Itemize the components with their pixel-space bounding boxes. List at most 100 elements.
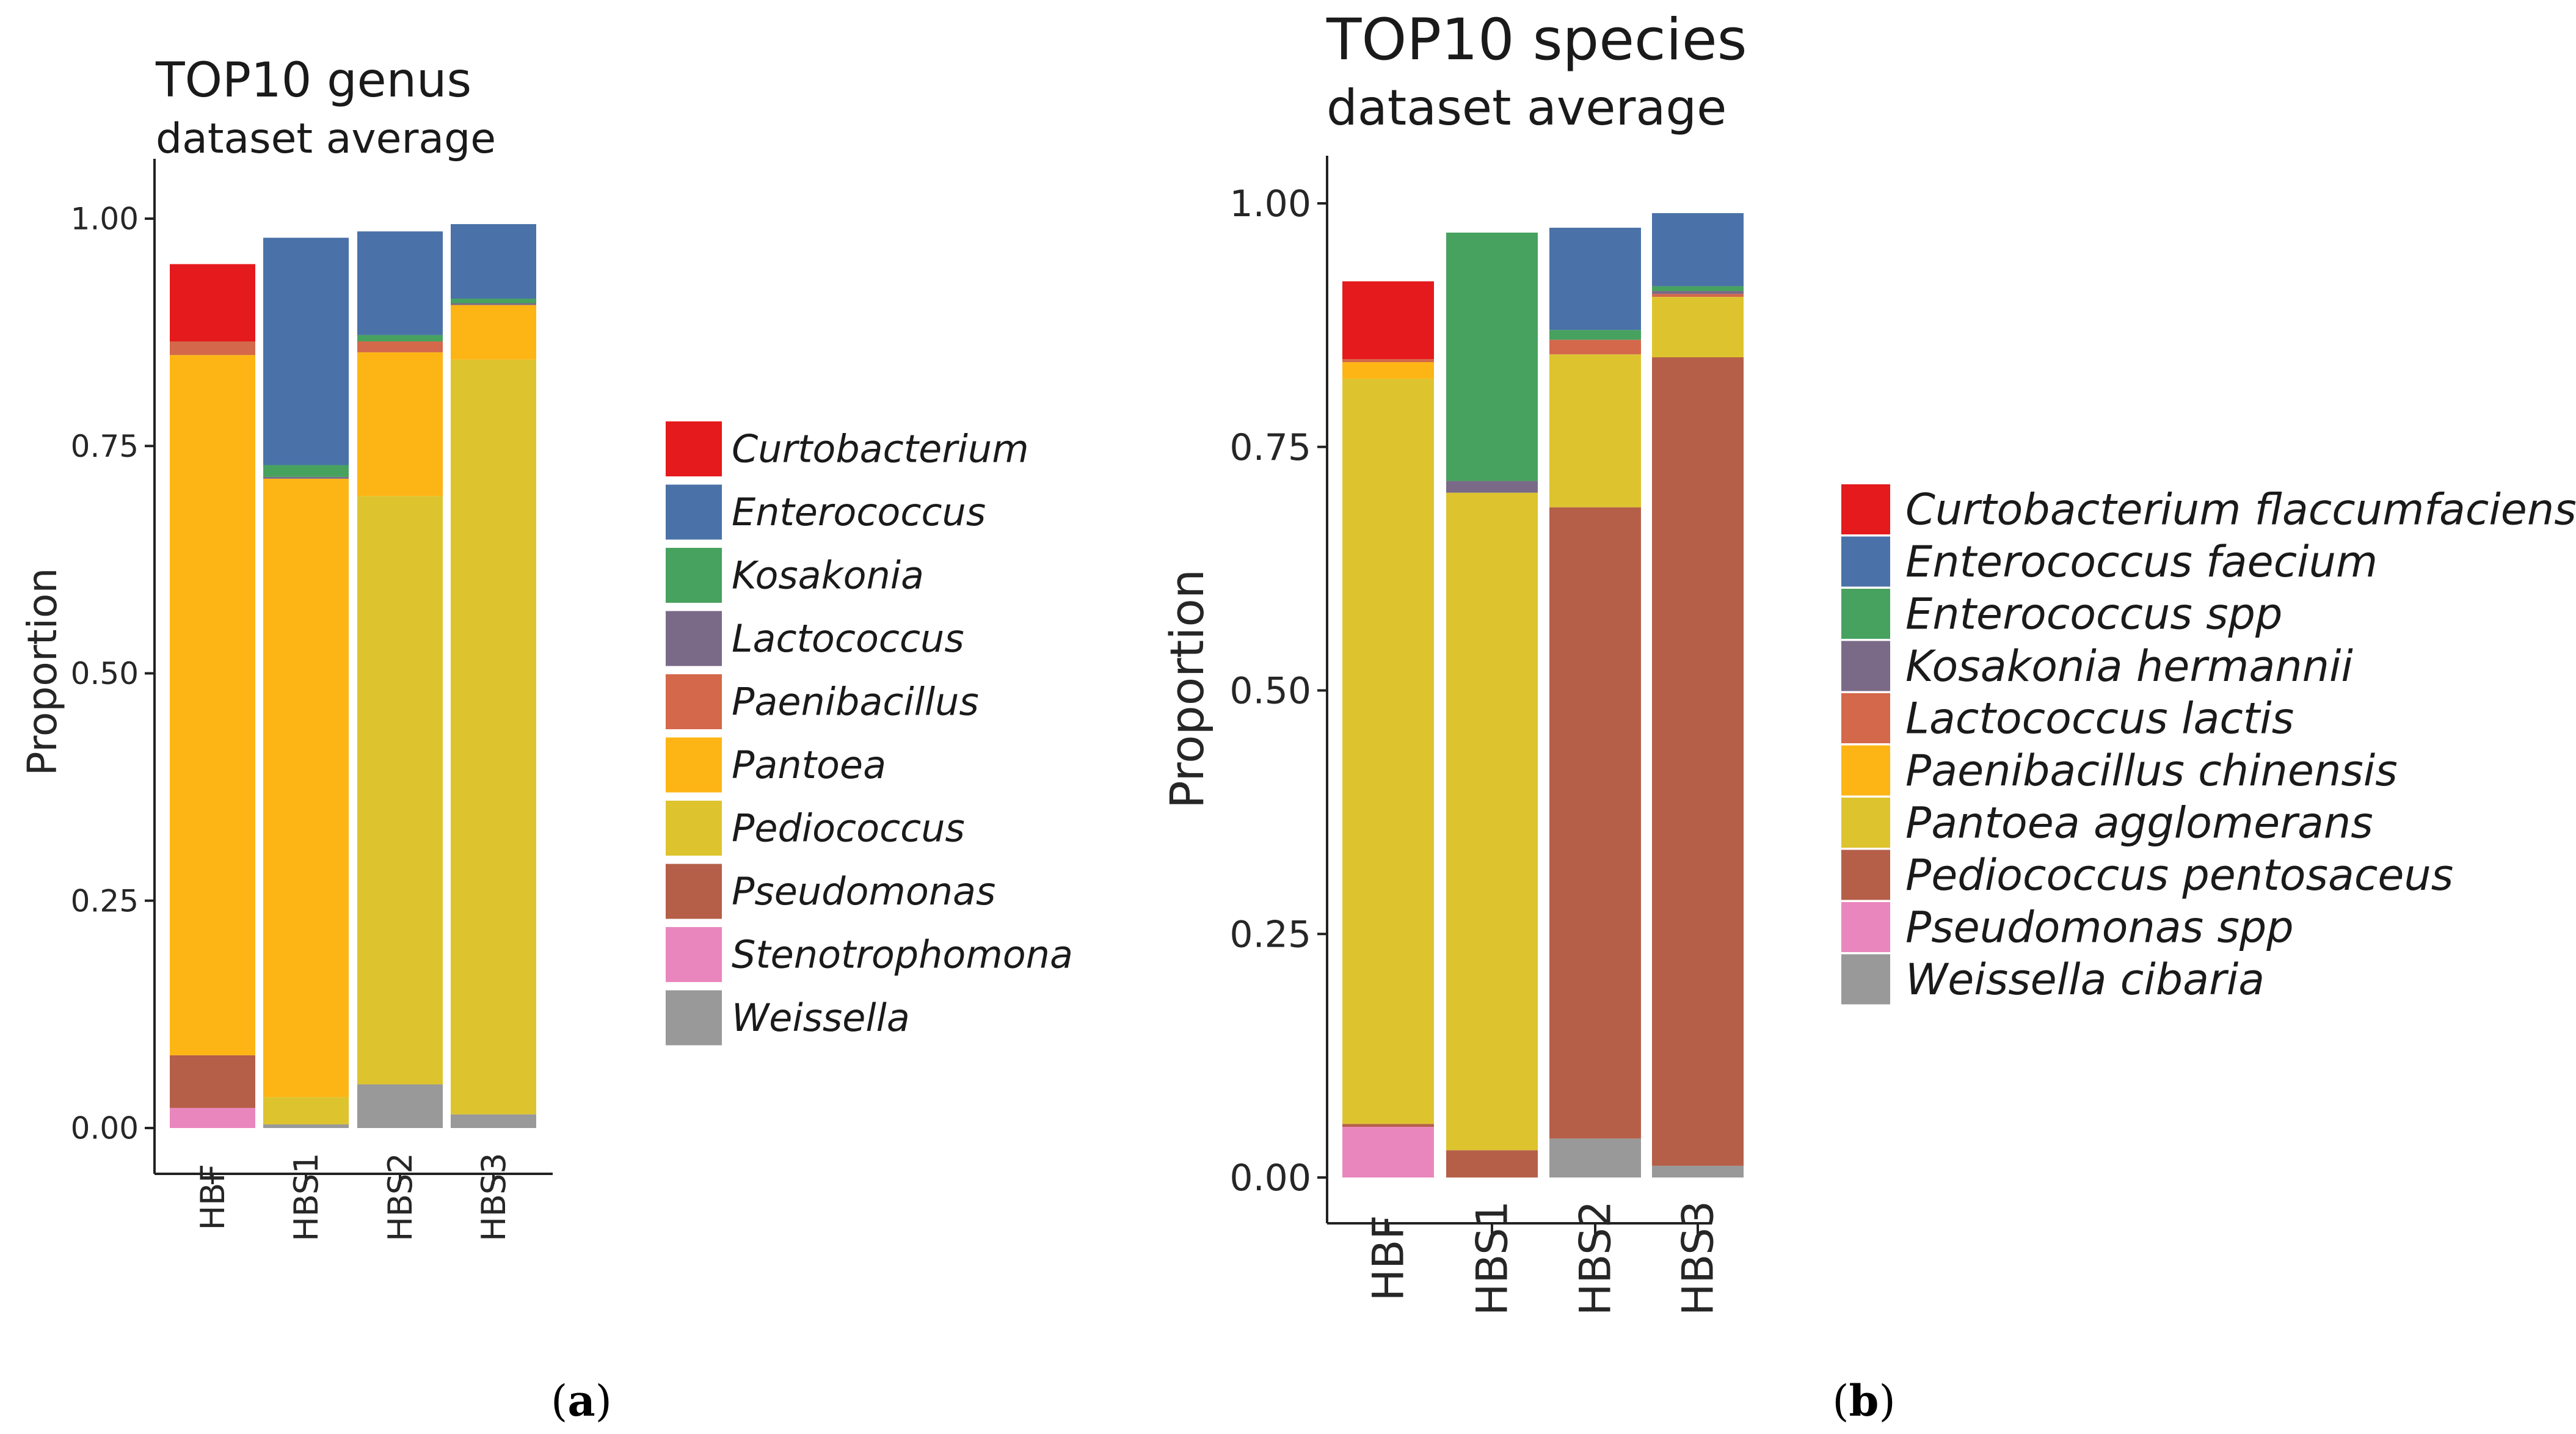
chart-a-legend-swatch [666,421,722,476]
chart-b-subtitle: dataset average [1326,79,1726,136]
chart-a-legend-label: Curtobacterium [732,427,1029,471]
chart-a-category-label: HBS3 [475,1152,513,1241]
chart-b-legend-swatch [1841,536,1890,587]
chart-a-bar-segment [263,1097,349,1125]
chart-b-legend: Curtobacterium flaccumfaciensEnterococcu… [1841,484,2576,1005]
chart-a-category-label: HBS1 [287,1152,326,1241]
chart-a-bar-segment [263,476,349,479]
chart-a-bar-segment [451,299,536,304]
chart-a-legend-swatch [666,548,722,603]
chart-a-bar-segment [170,341,255,355]
chart-a-legend-label: Pseudomonas [732,869,995,914]
chart-a-ytick-label: 1.00 [71,202,139,237]
chart-b-bar-segment [1446,232,1538,481]
chart-a-legend-label: Weissella [732,995,910,1040]
chart-a-legend-swatch [666,990,722,1046]
chart-b-category-label: HBS3 [1673,1201,1723,1316]
chart-b-bar-segment [1549,227,1641,330]
chart-b-bar-segment [1652,213,1744,286]
chart-b-legend-swatch [1841,850,1890,900]
chart-a-bar-segment [170,355,255,1055]
chart-b-bar-segment [1446,492,1538,1151]
chart-b-legend-swatch [1841,798,1890,848]
chart-a-legend-label: Pantoea [732,743,886,787]
chart-b-bar-segment [1652,297,1744,358]
chart-a-bar-segment [451,224,536,299]
chart-b-ytick-label: 0.25 [1229,913,1311,956]
chart-a-bar-segment [357,335,443,342]
chart-b-bar-segment [1549,507,1641,1139]
chart-a-legend-swatch [666,611,722,666]
chart-a-bar-segment [170,264,255,342]
chart-a-bar-segment [263,238,349,465]
chart-a-bar-segment [170,1108,255,1128]
panel-label-a-close: ) [595,1376,612,1426]
chart-a-bar-segment [263,1124,349,1128]
chart-b-legend-label: Enterococcus faecium [1905,537,2378,587]
chart-b-legend-label: Kosakonia hermannii [1905,641,2353,691]
chart-a-bar-segment [357,231,443,335]
chart-b-legend-label: Weissella cibaria [1905,955,2265,1005]
chart-b-bar-segment [1652,286,1744,291]
chart-a-legend-swatch [666,484,722,540]
chart-b-legend-swatch [1841,484,1890,534]
chart-a-legend-label: Paenibacillus [732,680,979,724]
chart-b-legend-swatch [1841,693,1890,743]
chart-a-plot: 0.00 0.25 0.50 0.75 1.00 HBF HBS1 HBS2 HBS3 [71,159,553,1242]
chart-b-legend-label: Pantoea agglomerans [1905,798,2373,848]
chart-a-bar-segment [357,352,443,497]
chart-a-ytick-label: 0.50 [71,656,139,691]
chart-a-bar-segment [451,303,536,305]
chart-a-legend-swatch [666,737,722,793]
chart-b-ylabel: Proportion [1160,569,1214,809]
chart-a-bar-segment [451,305,536,360]
chart-b-legend-swatch [1841,954,1890,1005]
panel-label-a-open: ( [551,1376,567,1426]
chart-a-title: TOP10 genus [155,53,471,108]
chart-b-bar-segment [1342,359,1434,362]
chart-a-bar-segment [451,359,536,1115]
panel-label-a: (a) [551,1375,612,1426]
chart-a-legend-swatch [666,801,722,856]
chart-b-legend-label: Lactococcus lactis [1905,694,2294,744]
chart-b-ytick-label: 1.00 [1229,183,1311,225]
chart-b-bar-segment [1549,340,1641,355]
chart-a-legend-swatch [666,674,722,729]
chart-b-bar-segment [1342,379,1434,1124]
chart-a-ytick-label: 0.75 [71,429,139,464]
chart-a-category-label: HBS2 [381,1152,420,1241]
chart-b-legend-label: Enterococcus spp [1905,589,2282,639]
chart-a-bar-segment [357,341,443,352]
chart-a-ytick-label: 0.00 [71,1111,139,1146]
chart-b-legend-swatch [1841,641,1890,691]
panel-label-b-open: ( [1832,1376,1849,1426]
chart-b-bar-segment [1652,357,1744,1166]
chart-a-legend-label: Pediococcus [732,806,965,851]
chart-a-bar-segment [357,496,443,1085]
chart-b-bar-segment [1446,481,1538,493]
chart-b-legend-label: Pediococcus pentosaceus [1905,850,2453,900]
chart-a-legend-label: Enterococcus [732,490,986,534]
panel-label-b: (b) [1832,1375,1896,1426]
chart-a-legend-label: Lactococcus [732,616,964,661]
chart-b-ytick-label: 0.50 [1229,670,1311,713]
chart-b-category-label: HBF [1364,1215,1414,1301]
chart-a-bar-segment [263,478,349,1097]
chart-a-ylabel: Proportion [19,568,66,776]
chart-b-ytick-label: 0.75 [1229,426,1311,469]
chart-b-legend-label: Curtobacterium flaccumfaciens [1905,485,2576,535]
chart-b-bar-segment [1342,362,1434,379]
chart-b-bar-segment [1342,1127,1434,1177]
chart-b-title: TOP10 species [1326,7,1747,73]
panel-label-b-letter: b [1849,1375,1879,1426]
chart-b-bar-segment [1549,330,1641,340]
chart-a-legend-label: Kosakonia [732,553,924,598]
chart-a-legend: Curtobacterium Enterococcus Kosakonia Lacto… [666,421,1073,1046]
panel-label-b-close: ) [1879,1376,1895,1426]
chart-b-legend-label: Paenibacillus chinensis [1905,746,2398,796]
chart-b-ytick-label: 0.00 [1229,1157,1311,1199]
chart-a-subtitle: dataset average [156,115,496,163]
chart-a-legend-label: Stenotrophomona [732,933,1073,977]
chart-a-bar-segment [170,1055,255,1108]
